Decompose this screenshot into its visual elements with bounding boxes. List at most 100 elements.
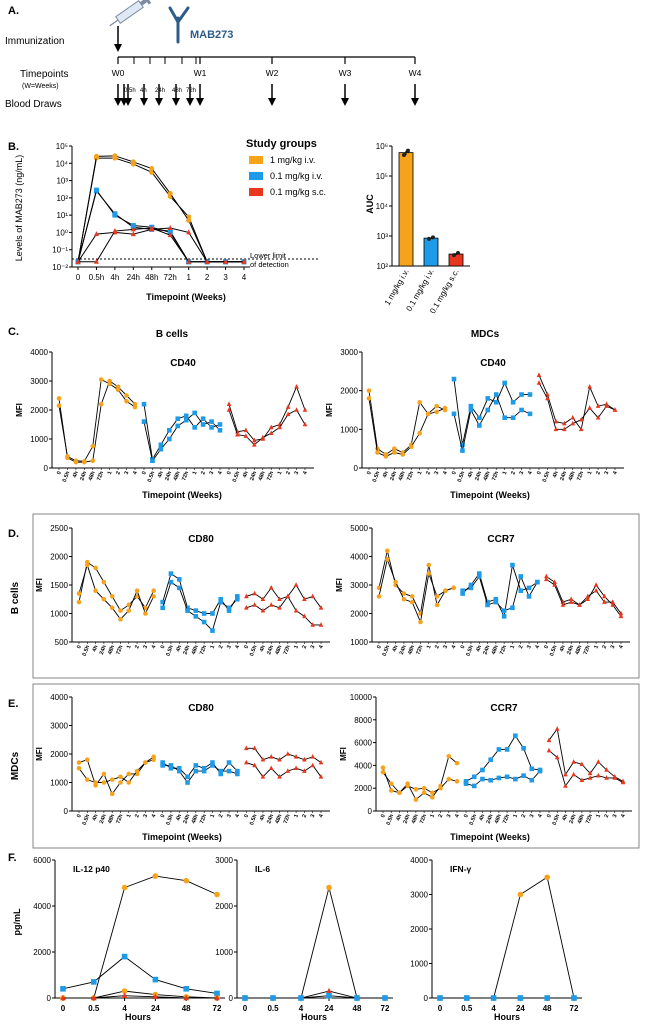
- auc-point: [431, 235, 435, 240]
- x-tick-label: 4h: [467, 470, 475, 479]
- x-tick-label: 1: [126, 645, 133, 650]
- x-tick-label: 0.5: [88, 1004, 100, 1013]
- y-tick-label: 4000: [50, 693, 68, 702]
- x-tick-label: 0: [76, 814, 83, 819]
- data-point: [260, 596, 266, 602]
- data-point: [464, 995, 470, 1001]
- chart-il12: 0 2000 4000 6000 0 0.5 4 24 48 72 IL-12 p40: [33, 856, 225, 1013]
- x-tick-label: 24h: [183, 644, 192, 656]
- series-line: [228, 385, 306, 441]
- x-tick-label: 3: [610, 645, 617, 650]
- x-tick-label: 2: [510, 471, 517, 476]
- x-tick-label: 72h: [502, 813, 511, 825]
- x-tick-label: 0: [243, 1004, 248, 1013]
- data-point: [214, 994, 220, 1001]
- x-tick-label: 0: [244, 814, 251, 819]
- data-point: [460, 448, 465, 453]
- data-point: [214, 990, 220, 997]
- data-point: [318, 605, 324, 610]
- data-point: [93, 153, 99, 159]
- data-point: [366, 396, 372, 401]
- data-point: [60, 986, 66, 992]
- x-tick-label: 1: [210, 645, 217, 650]
- data-point: [134, 588, 140, 593]
- week-label: W3: [339, 68, 352, 78]
- panel-d-frame: [32, 513, 640, 679]
- chart-title: IL-12 p40: [73, 864, 110, 874]
- y-tick-label: 0: [47, 994, 52, 1003]
- series-line: [378, 557, 454, 624]
- data-point: [476, 574, 482, 579]
- panel-d: D. B cells 5001000150020002500MFICD8000.…: [8, 513, 640, 679]
- data-point: [168, 579, 174, 585]
- mfi-label: MFI: [15, 403, 24, 417]
- x-tick-label: 3: [310, 814, 317, 819]
- hour-label: 0.5h: [124, 88, 136, 94]
- y-tick-label: 4000: [350, 553, 368, 562]
- series-line: [77, 227, 244, 263]
- x-tick-label: 72: [381, 1004, 390, 1013]
- mab-label: MAB273: [190, 29, 233, 41]
- data-point: [577, 602, 582, 607]
- auc-bar: [448, 253, 464, 267]
- series-line: [78, 759, 154, 784]
- x-tick-label: 72h: [115, 644, 124, 656]
- x-tick-label: 3: [143, 814, 150, 819]
- data-point: [118, 608, 123, 613]
- data-point: [485, 407, 491, 413]
- y-tick-label: 3000: [50, 722, 68, 731]
- data-point: [318, 759, 324, 765]
- draw-arrowhead: [155, 98, 163, 106]
- data-point: [101, 596, 107, 602]
- x-tick-label: 0.5h: [62, 470, 72, 483]
- x-tick-label: 1: [186, 273, 191, 282]
- x-tick-label: 24h: [266, 813, 275, 825]
- data-point: [93, 780, 98, 785]
- mfi-label: MFI: [325, 403, 334, 417]
- data-point: [493, 599, 499, 605]
- data-point: [488, 777, 493, 783]
- series-line: [63, 990, 218, 999]
- data-point: [568, 596, 574, 602]
- y-tick-label: 6000: [354, 739, 372, 748]
- y-tick-label: 10⁴: [56, 159, 69, 168]
- data-point: [235, 768, 240, 774]
- data-point: [185, 780, 190, 785]
- data-point: [375, 450, 380, 455]
- data-point: [176, 765, 182, 771]
- data-point: [587, 405, 592, 410]
- data-point: [560, 602, 566, 607]
- x-tick-label: 48h: [398, 470, 407, 482]
- y-tick-label: 1500: [50, 581, 68, 590]
- x-tick-label: 2: [518, 645, 525, 650]
- data-point: [167, 232, 173, 238]
- x-tick-label: 48h: [275, 644, 284, 656]
- x-tick-label: 24h: [474, 470, 483, 482]
- x-tick-label: 2: [425, 471, 432, 476]
- data-point: [152, 993, 159, 1000]
- series-line: [77, 155, 244, 263]
- data-point: [610, 599, 616, 604]
- x-tick-label: 1: [293, 645, 300, 650]
- data-point: [504, 774, 510, 780]
- data-point: [121, 953, 128, 960]
- x-tick-label: 4: [217, 470, 224, 476]
- data-point: [417, 430, 422, 436]
- data-point: [76, 599, 82, 605]
- panel-c-title-left: B cells: [156, 329, 189, 340]
- x-tick-label: 1: [107, 471, 114, 476]
- data-point: [413, 797, 419, 802]
- weeks-note: (W=Weeks): [22, 83, 59, 90]
- series-line: [382, 755, 458, 801]
- data-point: [150, 458, 155, 464]
- data-point: [118, 780, 123, 785]
- data-point: [183, 417, 189, 423]
- auc-point: [406, 148, 410, 153]
- series-line: [58, 378, 136, 462]
- data-point: [158, 442, 164, 448]
- data-point: [454, 779, 460, 784]
- data-point: [183, 994, 189, 1001]
- data-point: [443, 588, 448, 593]
